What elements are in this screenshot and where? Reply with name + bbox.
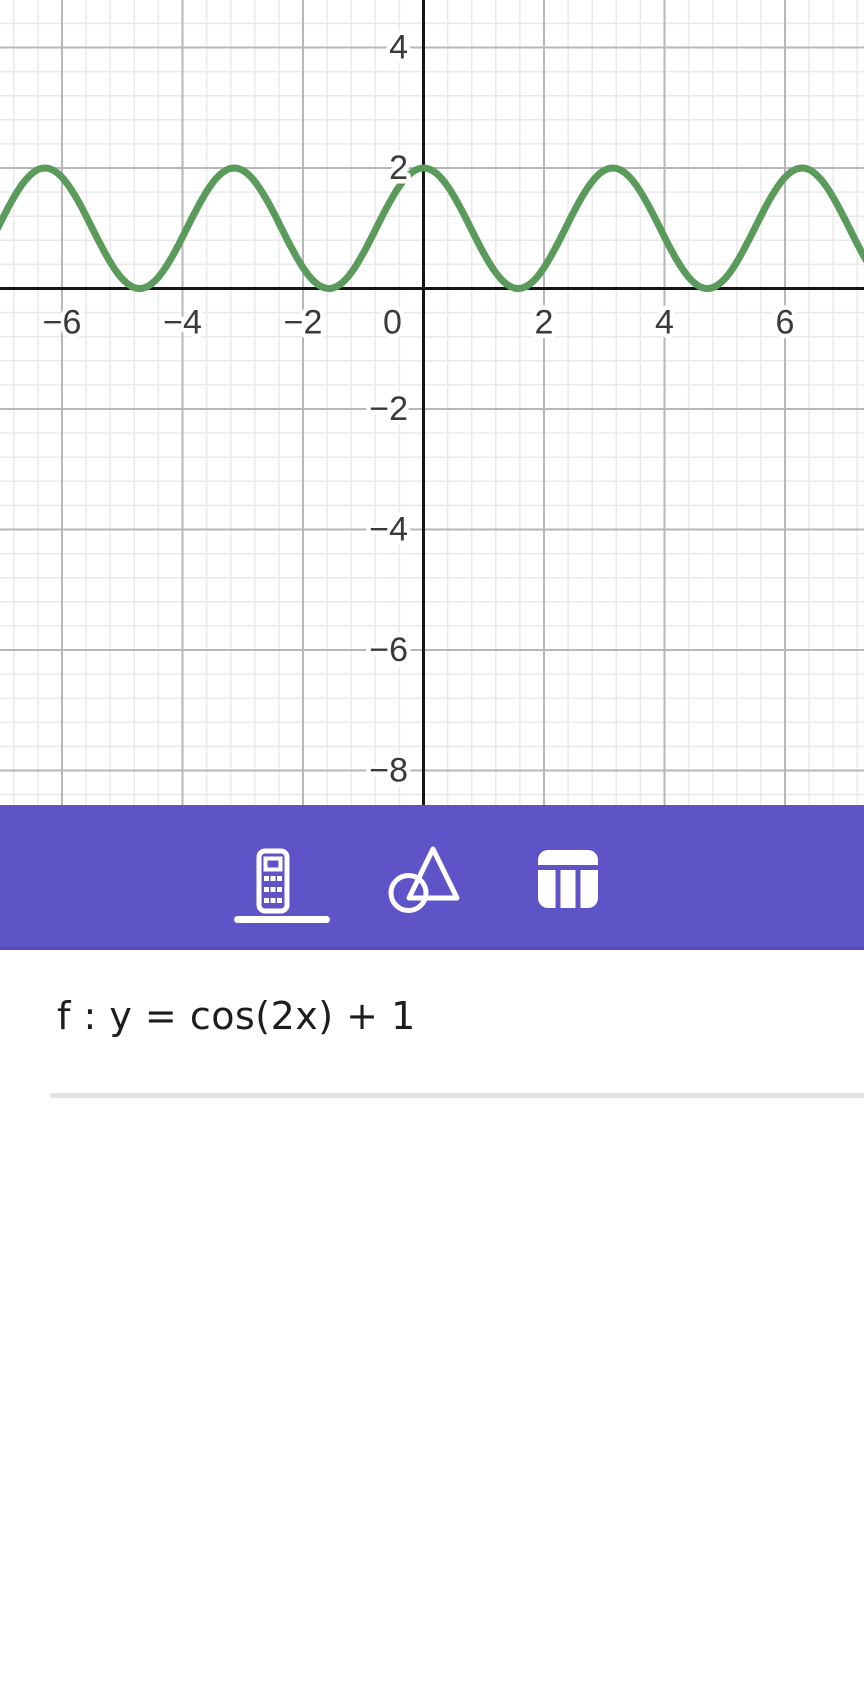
tab-geometry[interactable] — [351, 817, 497, 938]
y-tick-label: −8 — [369, 752, 408, 790]
calculator-icon — [256, 848, 290, 914]
row-divider — [50, 1093, 864, 1098]
active-tab-indicator — [234, 916, 330, 923]
function-expression: f : y = cos(2x) + 1 — [57, 994, 416, 1038]
x-tick-label: −2 — [284, 304, 323, 342]
graph-area: −6 −4 −2 0 2 4 6 4 2 −2 −4 −6 −8 — [0, 0, 864, 805]
function-curve-f — [0, 164, 864, 292]
x-tick-label: 4 — [655, 304, 674, 342]
x-tick-label: −4 — [163, 304, 202, 342]
x-tick-label: 6 — [776, 304, 795, 342]
tab-table[interactable] — [495, 817, 641, 938]
algebra-input-row[interactable]: f : y = cos(2x) + 1 — [0, 950, 864, 1090]
chevron-left-icon — [852, 1670, 864, 1692]
y-tick-label: 2 — [389, 149, 408, 187]
y-tick-label: −6 — [369, 631, 408, 669]
x-tick-label: 2 — [535, 304, 554, 342]
y-tick-label: −4 — [369, 511, 408, 549]
table-icon — [538, 850, 598, 908]
y-tick-label: 4 — [389, 29, 408, 67]
bottom-toolbar — [0, 805, 864, 1692]
algebra-panel: f : y = cos(2x) + 1 — [0, 950, 864, 1124]
y-tick-label: −2 — [369, 390, 408, 428]
edge-more-button[interactable] — [851, 1669, 864, 1693]
graph-canvas[interactable]: −6 −4 −2 0 2 4 6 4 2 −2 −4 −6 −8 — [0, 0, 864, 805]
geometry-icon — [388, 846, 460, 913]
x-tick-label: −6 — [43, 304, 82, 342]
x-tick-label: 0 — [383, 304, 402, 342]
tab-calculator[interactable] — [200, 817, 346, 938]
